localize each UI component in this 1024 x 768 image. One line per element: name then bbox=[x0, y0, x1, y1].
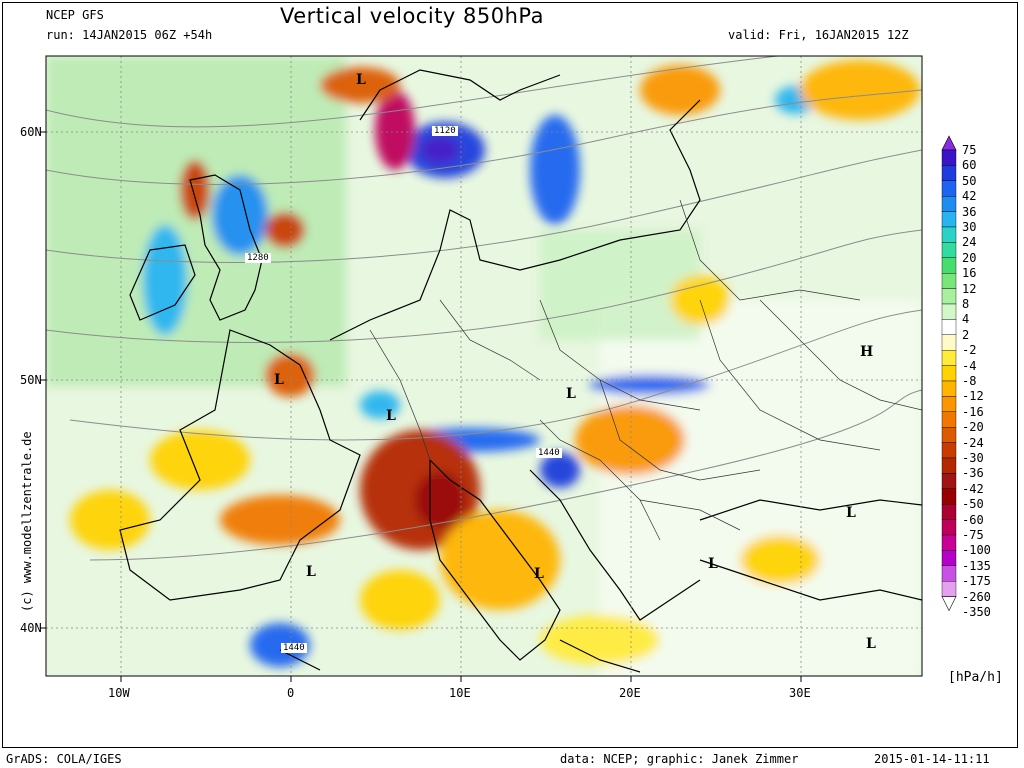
lon-label-0: 0 bbox=[287, 686, 295, 700]
legend-level-label: -24 bbox=[962, 435, 984, 450]
legend-level-label: -4 bbox=[962, 358, 977, 373]
legend-level-label: 16 bbox=[962, 266, 977, 281]
contour-label: 1120 bbox=[432, 126, 458, 136]
run-info: run: 14JAN2015 06Z +54h bbox=[46, 28, 213, 42]
legend-level-label: -36 bbox=[962, 466, 984, 481]
legend-level-label: -16 bbox=[962, 404, 984, 419]
legend-level-label: 24 bbox=[962, 235, 977, 250]
lon-label-30e: 30E bbox=[789, 686, 811, 700]
outer-frame bbox=[2, 2, 1018, 748]
legend-level-label: -30 bbox=[962, 451, 984, 465]
legend-level-label: 8 bbox=[962, 297, 970, 311]
low-pressure-label: L bbox=[566, 386, 576, 402]
high-pressure-label: H bbox=[860, 344, 874, 360]
low-pressure-label: L bbox=[846, 505, 856, 521]
country-borders bbox=[369, 199, 922, 541]
legend-level-label: -12 bbox=[962, 389, 984, 404]
legend-level-label: -135 bbox=[962, 558, 991, 573]
low-pressure-label: L bbox=[866, 636, 876, 652]
map-title: Vertical velocity 850hPa bbox=[280, 4, 545, 28]
software-credit: GrADS: COLA/IGES bbox=[6, 752, 122, 766]
legend-level-label: 12 bbox=[962, 281, 977, 296]
legend-level-label: 30 bbox=[962, 220, 977, 234]
legend-level-label: -42 bbox=[962, 481, 984, 496]
data-credit: data: NCEP; graphic: Janek Zimmer bbox=[560, 752, 799, 766]
lon-label-10e: 10E bbox=[449, 686, 471, 700]
contour-label: 1440 bbox=[281, 643, 307, 653]
lat-label-40n: 40N bbox=[20, 621, 42, 635]
legend-level-label: 75 bbox=[962, 143, 977, 157]
lat-label-50n: 50N bbox=[20, 373, 42, 387]
low-pressure-label: L bbox=[306, 564, 316, 580]
velocity-field bbox=[46, 56, 922, 676]
legend-unit: [hPa/h] bbox=[948, 670, 1003, 685]
axis-ticks bbox=[40, 131, 802, 682]
legend-level-label: -100 bbox=[962, 543, 991, 558]
legend-level-label: -260 bbox=[962, 589, 991, 604]
lon-label-10w: 10W bbox=[108, 686, 130, 700]
legend-level-label: -50 bbox=[962, 497, 984, 512]
generation-timestamp: 2015-01-14-11:11 bbox=[874, 752, 990, 766]
legend-arrow-bottom bbox=[941, 596, 957, 612]
legend-level-label: -60 bbox=[962, 512, 984, 527]
legend-level-label: -8 bbox=[962, 374, 977, 388]
legend-level-label: 4 bbox=[962, 312, 970, 327]
legend-level-label: -75 bbox=[962, 528, 984, 542]
legend-level-label: 50 bbox=[962, 173, 977, 188]
low-pressure-label: L bbox=[534, 566, 544, 582]
valid-time: valid: Fri, 16JAN2015 12Z bbox=[728, 28, 909, 42]
low-pressure-label: L bbox=[708, 556, 718, 572]
low-pressure-label: L bbox=[386, 408, 396, 424]
contour-label: 1440 bbox=[536, 448, 562, 458]
graticule bbox=[46, 56, 922, 676]
legend-color-bar bbox=[941, 135, 957, 612]
legend-level-label: 36 bbox=[962, 204, 977, 219]
legend-level-label: 2 bbox=[962, 327, 970, 342]
low-pressure-label: L bbox=[356, 72, 366, 88]
coastlines bbox=[119, 69, 922, 673]
legend-level-label: -175 bbox=[962, 574, 991, 589]
legend-level-label: 20 bbox=[962, 250, 977, 265]
legend-level-label: -20 bbox=[962, 420, 984, 435]
legend-level-label: 60 bbox=[962, 158, 977, 173]
lon-label-20e: 20E bbox=[619, 686, 641, 700]
low-pressure-label: L bbox=[274, 372, 284, 388]
side-credit: (c) www.modellzentrale.de bbox=[20, 431, 34, 612]
map-border bbox=[45, 55, 923, 677]
legend-level-label: 42 bbox=[962, 189, 977, 204]
legend-level-label: -2 bbox=[962, 343, 977, 358]
legend-level-label: -350 bbox=[962, 605, 991, 619]
contour-label: 1280 bbox=[245, 253, 271, 263]
model-name: NCEP GFS bbox=[46, 8, 104, 22]
lat-label-60n: 60N bbox=[20, 125, 42, 139]
